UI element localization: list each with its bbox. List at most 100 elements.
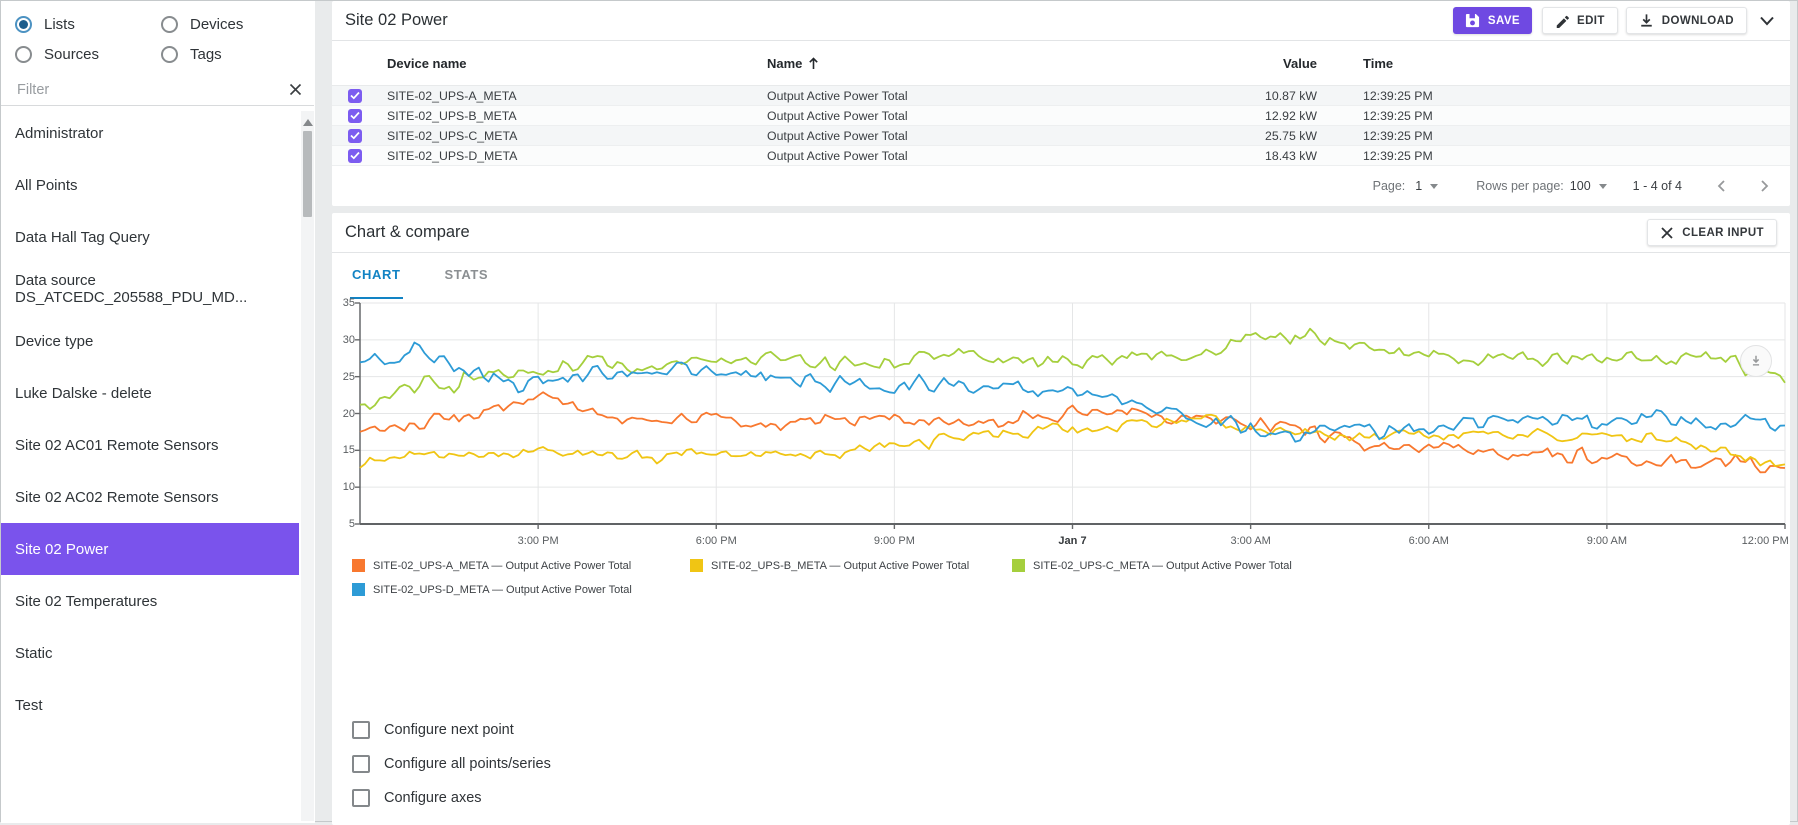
y-tick-label: 15 bbox=[342, 444, 355, 457]
sidebar-item-site-02-power[interactable]: Site 02 Power bbox=[1, 523, 299, 575]
sidebar-item-site-02-ac02-remote-sensors[interactable]: Site 02 AC02 Remote Sensors bbox=[1, 471, 299, 523]
legend-swatch bbox=[690, 559, 703, 572]
sidebar-item-data-hall-tag-query[interactable]: Data Hall Tag Query bbox=[1, 211, 299, 263]
sidebar-item-site-02-ac01-remote-sensors[interactable]: Site 02 AC01 Remote Sensors bbox=[1, 419, 299, 471]
sidebar-item-data-source-ds-atcedc-205588-pdu-md[interactable]: Data source DS_ATCEDC_205588_PDU_MD... bbox=[1, 263, 299, 315]
chevron-down-icon bbox=[1760, 16, 1774, 25]
chart-panel-header: Chart & compare CLEAR INPUT bbox=[332, 213, 1790, 253]
legend-label: SITE-02_UPS-B_META — Output Active Power… bbox=[711, 559, 970, 572]
radio-lists[interactable]: Lists bbox=[15, 14, 161, 35]
cell-time: 12:39:25 PM bbox=[1363, 88, 1433, 103]
column-header-name-label: Name bbox=[767, 55, 803, 71]
clear-filter-button[interactable] bbox=[286, 80, 305, 99]
radio-label: Tags bbox=[190, 46, 222, 63]
cell-device-name: SITE-02_UPS-B_META bbox=[387, 108, 517, 123]
sidebar-item-device-type[interactable]: Device type bbox=[1, 315, 299, 367]
series-line-0 bbox=[359, 391, 1786, 474]
x-tick-label: 6:00 PM bbox=[695, 535, 737, 547]
legend-item-0[interactable]: SITE-02_UPS-A_META — Output Active Power… bbox=[352, 559, 690, 572]
rows-per-page-select[interactable]: 100 bbox=[1564, 179, 1607, 193]
legend-swatch bbox=[1012, 559, 1025, 572]
y-tick-label: 10 bbox=[342, 481, 355, 494]
edit-button[interactable]: EDIT bbox=[1542, 7, 1618, 34]
page-caret-icon bbox=[1430, 183, 1439, 189]
sidebar-scrollbar[interactable] bbox=[301, 111, 314, 821]
save-icon bbox=[1465, 13, 1479, 28]
chart-panel-title: Chart & compare bbox=[345, 223, 470, 241]
sidebar-item-static[interactable]: Static bbox=[1, 627, 299, 679]
legend-swatch bbox=[352, 559, 365, 572]
more-actions-button[interactable] bbox=[1757, 13, 1777, 29]
check-icon bbox=[350, 151, 360, 160]
radio-devices[interactable]: Devices bbox=[161, 14, 315, 35]
row-checkbox[interactable] bbox=[348, 128, 362, 143]
cell-value: 10.87 kW bbox=[1265, 88, 1317, 103]
row-checkbox[interactable] bbox=[348, 148, 362, 163]
checkbox-configure-axes[interactable]: Configure axes bbox=[352, 789, 551, 807]
radio-circle-icon bbox=[161, 16, 178, 33]
column-header-device-name[interactable]: Device name bbox=[387, 55, 467, 71]
page-label: Page: bbox=[1372, 179, 1406, 193]
row-checkbox[interactable] bbox=[348, 88, 362, 103]
cell-time: 12:39:25 PM bbox=[1363, 128, 1433, 143]
column-header-value[interactable]: Value bbox=[1283, 55, 1317, 71]
sidebar-item-administrator[interactable]: Administrator bbox=[1, 107, 299, 159]
tab-stats[interactable]: STATS bbox=[444, 267, 489, 282]
previous-page-button[interactable] bbox=[1712, 176, 1732, 196]
next-page-button[interactable] bbox=[1754, 176, 1774, 196]
x-tick-label: 6:00 AM bbox=[1408, 535, 1449, 547]
sidebar-item-all-points[interactable]: All Points bbox=[1, 159, 299, 211]
checkbox-label: Configure next point bbox=[384, 722, 514, 738]
check-icon bbox=[350, 111, 360, 120]
legend-item-1[interactable]: SITE-02_UPS-B_META — Output Active Power… bbox=[690, 559, 1012, 572]
page-title: Site 02 Power bbox=[345, 11, 448, 29]
radio-sources[interactable]: Sources bbox=[15, 44, 161, 65]
legend-item-3[interactable]: SITE-02_UPS-D_META — Output Active Power… bbox=[352, 583, 690, 596]
configure-options: Configure next point Configure all points… bbox=[352, 721, 551, 807]
close-icon bbox=[289, 83, 302, 96]
cell-device-name: SITE-02_UPS-D_META bbox=[387, 148, 518, 163]
chart-panel: Chart & compare CLEAR INPUT CHART STATS … bbox=[332, 213, 1790, 825]
y-tick-label: 30 bbox=[342, 333, 355, 346]
legend-label: SITE-02_UPS-D_META — Output Active Power… bbox=[373, 583, 632, 596]
sidebar-item-site-02-temperatures[interactable]: Site 02 Temperatures bbox=[1, 575, 299, 627]
checkbox-configure-next-point[interactable]: Configure next point bbox=[352, 721, 551, 739]
series-line-3 bbox=[359, 341, 1786, 443]
checkbox-icon bbox=[352, 721, 370, 739]
tab-chart[interactable]: CHART bbox=[350, 267, 403, 299]
clear-input-button[interactable]: CLEAR INPUT bbox=[1647, 219, 1777, 246]
save-button[interactable]: SAVE bbox=[1452, 7, 1532, 34]
filter-input[interactable] bbox=[15, 80, 286, 99]
scroll-up-icon[interactable] bbox=[302, 119, 313, 126]
column-header-name[interactable]: Name bbox=[767, 56, 1187, 71]
scrollbar-thumb[interactable] bbox=[303, 131, 312, 217]
page-number: 1 bbox=[1415, 179, 1423, 193]
sidebar-item-luke-dalske-delete[interactable]: Luke Dalske - delete bbox=[1, 367, 299, 419]
timeseries-plot bbox=[355, 302, 1786, 529]
chevron-left-icon bbox=[1717, 180, 1725, 192]
y-tick-label: 5 bbox=[348, 518, 355, 530]
pencil-icon bbox=[1556, 15, 1569, 28]
rows-per-page-label: Rows per page: bbox=[1476, 179, 1564, 193]
cell-name: Output Active Power Total bbox=[767, 128, 908, 143]
download-button[interactable]: DOWNLOAD bbox=[1625, 7, 1747, 34]
sidebar-item-test[interactable]: Test bbox=[1, 679, 299, 731]
checkbox-configure-all-points-series[interactable]: Configure all points/series bbox=[352, 755, 551, 773]
series-line-1 bbox=[359, 413, 1786, 469]
column-header-time[interactable]: Time bbox=[1363, 55, 1394, 71]
page-select[interactable]: 1 bbox=[1405, 179, 1439, 193]
clear-input-label: CLEAR INPUT bbox=[1682, 226, 1764, 239]
checkbox-label: Configure axes bbox=[384, 790, 482, 806]
radio-tags[interactable]: Tags bbox=[161, 44, 315, 65]
cell-value: 25.75 kW bbox=[1265, 128, 1317, 143]
table-row-site-02-ups-a-meta: SITE-02_UPS-A_META Output Active Power T… bbox=[332, 86, 1790, 106]
export-chart-button[interactable] bbox=[1740, 345, 1772, 377]
cell-name: Output Active Power Total bbox=[767, 88, 908, 103]
legend-swatch bbox=[352, 583, 365, 596]
legend-item-2[interactable]: SITE-02_UPS-C_META — Output Active Power… bbox=[1012, 559, 1772, 572]
range-indicator: 1 - 4 of 4 bbox=[1632, 179, 1682, 193]
row-checkbox[interactable] bbox=[348, 108, 362, 123]
cell-device-name: SITE-02_UPS-A_META bbox=[387, 88, 517, 103]
check-icon bbox=[350, 91, 360, 100]
table-header-row: Device name Name Value Time bbox=[332, 41, 1790, 86]
